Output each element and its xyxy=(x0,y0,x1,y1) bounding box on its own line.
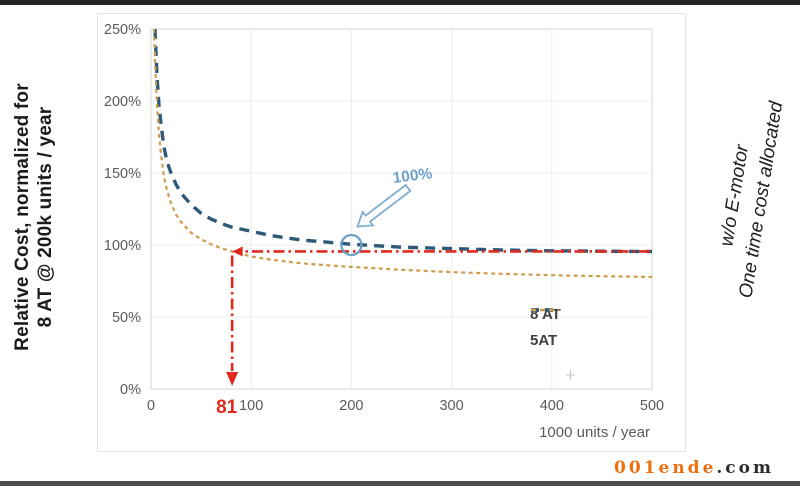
legend-label-5at: 5AT xyxy=(530,332,558,349)
watermark: 001ende.com xyxy=(614,458,774,478)
svg-text:250%: 250% xyxy=(104,22,141,38)
svg-text:300: 300 xyxy=(439,398,463,414)
svg-text:500: 500 xyxy=(640,398,664,414)
svg-text:50%: 50% xyxy=(112,310,141,326)
svg-text:200%: 200% xyxy=(104,94,141,110)
svg-text:400: 400 xyxy=(540,398,564,414)
svg-text:200: 200 xyxy=(339,398,363,414)
gridlines xyxy=(150,28,653,390)
watermark-main: 001ende xyxy=(614,458,717,478)
svg-text:100%: 100% xyxy=(104,238,141,254)
x-axis-title: 1000 units / year xyxy=(539,424,650,441)
chart-legend: 8 AT 5AT xyxy=(530,306,561,349)
callout-label: 100% xyxy=(392,165,434,187)
svg-text:0%: 0% xyxy=(120,382,141,398)
top-border-bar xyxy=(0,0,800,5)
chart-panel xyxy=(97,13,686,452)
red-marker-annotation: 81 xyxy=(216,246,650,418)
series-5at-line xyxy=(152,28,653,279)
bottom-border-bar xyxy=(0,481,800,486)
callout-arrow-icon xyxy=(356,183,412,228)
svg-text:0: 0 xyxy=(147,398,155,414)
callout-circle-icon xyxy=(340,233,363,257)
legend-sample-5at-dash-icon xyxy=(531,308,559,312)
callout-100pct-annotation: 100% xyxy=(340,165,434,257)
series-8at-line xyxy=(153,28,653,254)
svg-text:100: 100 xyxy=(239,398,263,414)
y-tick-labels: 0% 50% 100% 150% 200% 250% xyxy=(104,22,141,398)
svg-text:150%: 150% xyxy=(104,166,141,182)
x-tick-labels: 0 100 200 300 400 500 xyxy=(147,398,664,414)
legend-item-5at: 5AT xyxy=(530,308,561,349)
red-marker-label: 81 xyxy=(216,397,238,418)
watermark-suffix: .com xyxy=(716,458,774,478)
cursor-cross-icon xyxy=(566,370,575,380)
